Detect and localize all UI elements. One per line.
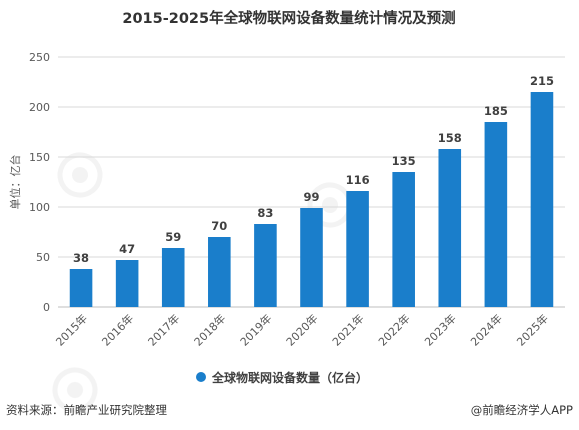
data-label: 158 [438,131,462,145]
gridlines [58,56,565,308]
y-tick-label: 250 [29,51,50,64]
data-label: 185 [484,104,508,118]
x-tick-label: 2023年 [421,311,458,348]
source-note: 资料来源：前瞻产业研究院整理 [6,403,167,417]
y-tick-labels: 0 50 100 150 200 250 [29,51,50,314]
bar [115,260,139,307]
x-tick-label: 2024年 [468,311,505,348]
x-tick-label: 2022年 [375,311,412,348]
x-tick-label: 2021年 [329,311,366,348]
data-label: 135 [392,154,416,168]
data-label: 59 [165,230,181,244]
x-tick-labels: 2015年 2016年 2017年 2018年 2019年 2020年 2021年 2022年… [53,311,551,348]
y-tick-label: 150 [29,151,50,164]
y-tick-label: 200 [29,101,50,114]
x-tick-label: 2020年 [283,311,320,348]
data-label: 47 [119,242,135,256]
y-tick-label: 0 [43,301,50,314]
y-tick-label: 50 [36,251,50,264]
bar [161,248,185,307]
legend: 全球物联网设备数量（亿台） [196,370,368,385]
x-tick-label: 2019年 [237,311,274,348]
x-tick-label: 2015年 [53,311,90,348]
bar [300,208,323,307]
data-label: 83 [257,206,273,220]
data-label: 38 [73,251,89,265]
data-label: 116 [346,173,370,187]
bar [484,122,508,307]
y-axis-label: 单位：亿台 [8,155,22,210]
chart-title: 2015-2025年全球物联网设备数量统计情况及预测 [122,9,455,27]
y-tick-label: 100 [29,201,50,214]
x-tick-label: 2025年 [514,311,551,348]
data-label: 70 [211,219,227,233]
data-labels: 38 47 59 70 83 99 116 135 158 185 215 [73,74,554,265]
bar [530,92,554,307]
data-label: 215 [530,74,554,88]
bar [208,237,231,307]
x-tick-label: 2018年 [191,311,228,348]
legend-label: 全球物联网设备数量（亿台） [211,370,368,385]
bar [69,269,93,307]
bar [254,224,277,307]
bars [69,92,554,307]
brand-credit: @前瞻经济学人APP [471,403,573,417]
bar [346,191,369,307]
x-tick-label: 2016年 [99,311,136,348]
data-label: 99 [303,190,319,204]
bar [438,149,462,307]
x-tick-label: 2017年 [145,311,182,348]
bar [392,172,415,307]
legend-marker [196,372,206,382]
